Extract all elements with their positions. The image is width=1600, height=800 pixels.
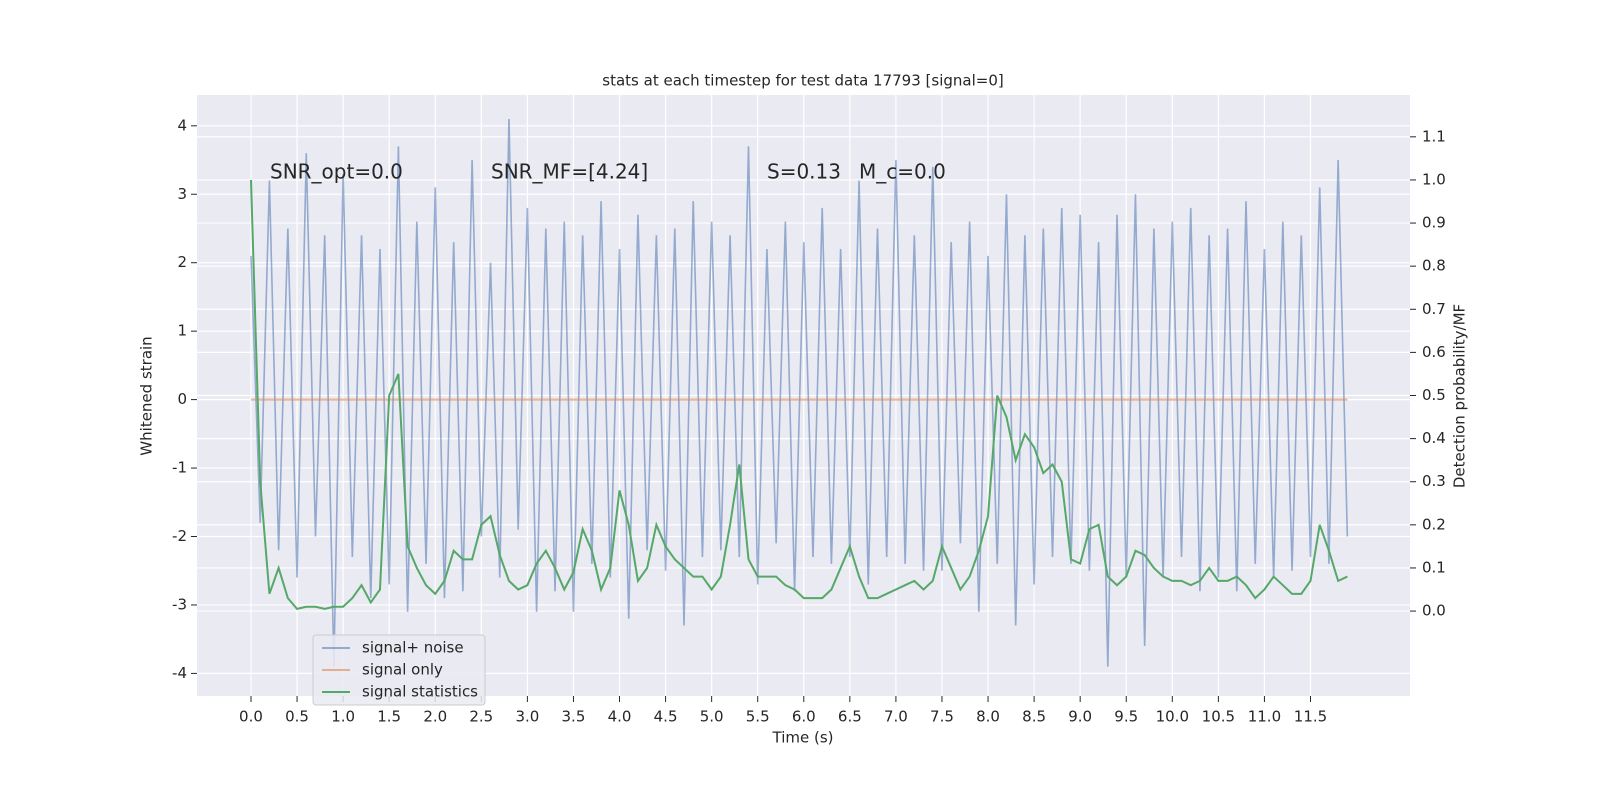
y2-tick-label: 1.0: [1422, 170, 1446, 188]
y-tick-label: 2: [177, 253, 187, 271]
annotation: SNR_MF=[4.24]: [491, 160, 648, 184]
x-tick-label: 0.0: [239, 708, 263, 726]
x-tick-label: 5.0: [700, 708, 724, 726]
x-tick-label: 11.0: [1248, 708, 1281, 726]
y2-tick-label: 0.3: [1422, 472, 1446, 490]
series-line: [250, 118, 1349, 667]
x-tick-label: 9.5: [1114, 708, 1138, 726]
x-tick-label: 11.5: [1294, 708, 1327, 726]
y2-tick-label: 0.7: [1422, 300, 1446, 318]
y-tick-label: 0: [177, 390, 187, 408]
x-tick-label: 7.0: [884, 708, 908, 726]
x-tick-label: 2.0: [423, 708, 447, 726]
y2-axis-label: Detection probability/MF: [1451, 304, 1469, 488]
y2-tick-label: 0.0: [1422, 602, 1446, 620]
x-tick-label: 9.0: [1068, 708, 1092, 726]
y2-tick-label: 0.8: [1422, 257, 1446, 275]
x-tick-label: 7.5: [930, 708, 954, 726]
y-tick-label: -2: [172, 527, 187, 545]
x-tick-label: 3.5: [562, 708, 586, 726]
x-tick-label: 6.5: [838, 708, 862, 726]
y2-tick-label: 0.6: [1422, 343, 1446, 361]
legend-box: [312, 634, 486, 706]
legend-label: signal statistics: [362, 683, 478, 701]
x-tick-label: 8.5: [1022, 708, 1046, 726]
y-tick-label: -1: [172, 459, 187, 477]
annotation: SNR_opt=0.0: [270, 160, 403, 184]
x-tick-label: 2.5: [469, 708, 493, 726]
legend-label: signal+ noise: [362, 639, 464, 657]
y-tick-label: -3: [172, 595, 187, 613]
y2-tick-label: 0.4: [1422, 429, 1446, 447]
x-tick-label: 3.0: [515, 708, 539, 726]
series-line: [249, 179, 1348, 611]
x-tick-label: 0.5: [285, 708, 309, 726]
chart-title: stats at each timestep for test data 177…: [602, 72, 1003, 90]
y-axis-label: Whitened strain: [138, 336, 156, 455]
y-tick-label: 1: [177, 322, 187, 340]
x-tick-label: 6.0: [792, 708, 816, 726]
y2-tick-label: 0.2: [1422, 515, 1446, 533]
y2-tick-label: 1.1: [1422, 127, 1446, 145]
y-tick-label: -4: [172, 664, 187, 682]
x-tick-label: 1.5: [377, 708, 401, 726]
annotation: M_c=0.0: [859, 160, 946, 184]
y2-tick-label: 0.1: [1422, 558, 1446, 576]
y-tick-label: 4: [177, 116, 187, 134]
x-tick-label: 4.5: [654, 708, 678, 726]
x-tick-label: 10.0: [1156, 708, 1189, 726]
y-tick-label: 3: [177, 185, 187, 203]
annotation: S=0.13: [767, 160, 841, 184]
x-tick-label: 10.5: [1202, 708, 1235, 726]
x-tick-label: 1.0: [331, 708, 355, 726]
legend-label: signal only: [362, 661, 443, 679]
x-tick-label: 4.0: [608, 708, 632, 726]
y2-tick-label: 0.5: [1422, 386, 1446, 404]
x-tick-label: 5.5: [746, 708, 770, 726]
x-axis-label: Time (s): [772, 729, 834, 747]
y2-tick-label: 0.9: [1422, 214, 1446, 232]
x-tick-label: 8.0: [976, 708, 1000, 726]
